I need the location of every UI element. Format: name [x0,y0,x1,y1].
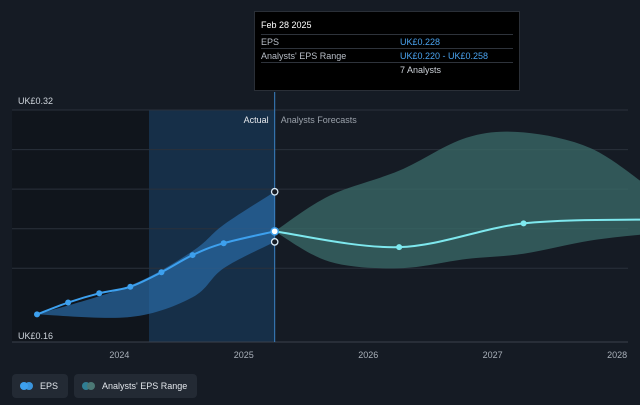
tooltip-eps-label: EPS [261,37,280,47]
eps-point-0 [34,311,40,318]
legend: EPS Analysts' EPS Range [12,374,198,398]
actual-label: Actual [244,115,269,125]
forecast-point-1 [520,220,527,227]
eps-point-5 [189,252,196,259]
range-end-point-0 [270,187,279,196]
range-legend-icon [82,382,96,390]
actual-range-band [37,191,275,318]
eps-point-3 [127,283,134,290]
tooltip-row-range: Analysts' EPS Range UK£0.220 - UK£0.258 [261,48,513,63]
tooltip-range-value: UK£0.220 - UK£0.258 [400,51,489,61]
eps-legend-icon [20,382,34,390]
current-eps-point [270,226,280,236]
forecast-point-0 [396,244,403,251]
tooltip-date: Feb 28 2025 [261,20,312,30]
eps-point-2 [96,290,103,297]
tooltip-analysts-value: 7 Analysts [400,65,442,75]
tooltip: Feb 28 2025 EPS UK£0.228 Analysts' EPS R… [254,11,520,91]
eps-point-6 [220,240,227,247]
eps-point-1 [65,299,72,306]
eps-point-4 [158,269,165,276]
tooltip-row-analysts: 7 Analysts [261,62,513,77]
forecast-range-band [274,131,640,269]
x-tick-2025: 2025 [234,350,254,360]
y-bottom-label: UK£0.16 [18,331,53,341]
y-top-label: UK£0.32 [18,96,53,106]
x-tick-2026: 2026 [358,350,378,360]
legend-eps-label: EPS [40,381,59,391]
x-tick-2028: 2028 [607,350,627,360]
legend-analysts-range[interactable]: Analysts' EPS Range [74,374,198,398]
forecast-line [274,218,640,249]
tooltip-range-label: Analysts' EPS Range [261,51,347,61]
range-end-point-1 [270,238,279,246]
legend-range-label: Analysts' EPS Range [102,381,188,391]
tooltip-eps-value: UK£0.228 [400,37,441,47]
x-tick-2024: 2024 [109,350,129,360]
legend-eps[interactable]: EPS [12,374,69,398]
x-tick-2027: 2027 [483,350,503,360]
forecast-label: Analysts Forecasts [281,115,358,125]
tooltip-row-eps: EPS UK£0.228 [261,34,513,49]
